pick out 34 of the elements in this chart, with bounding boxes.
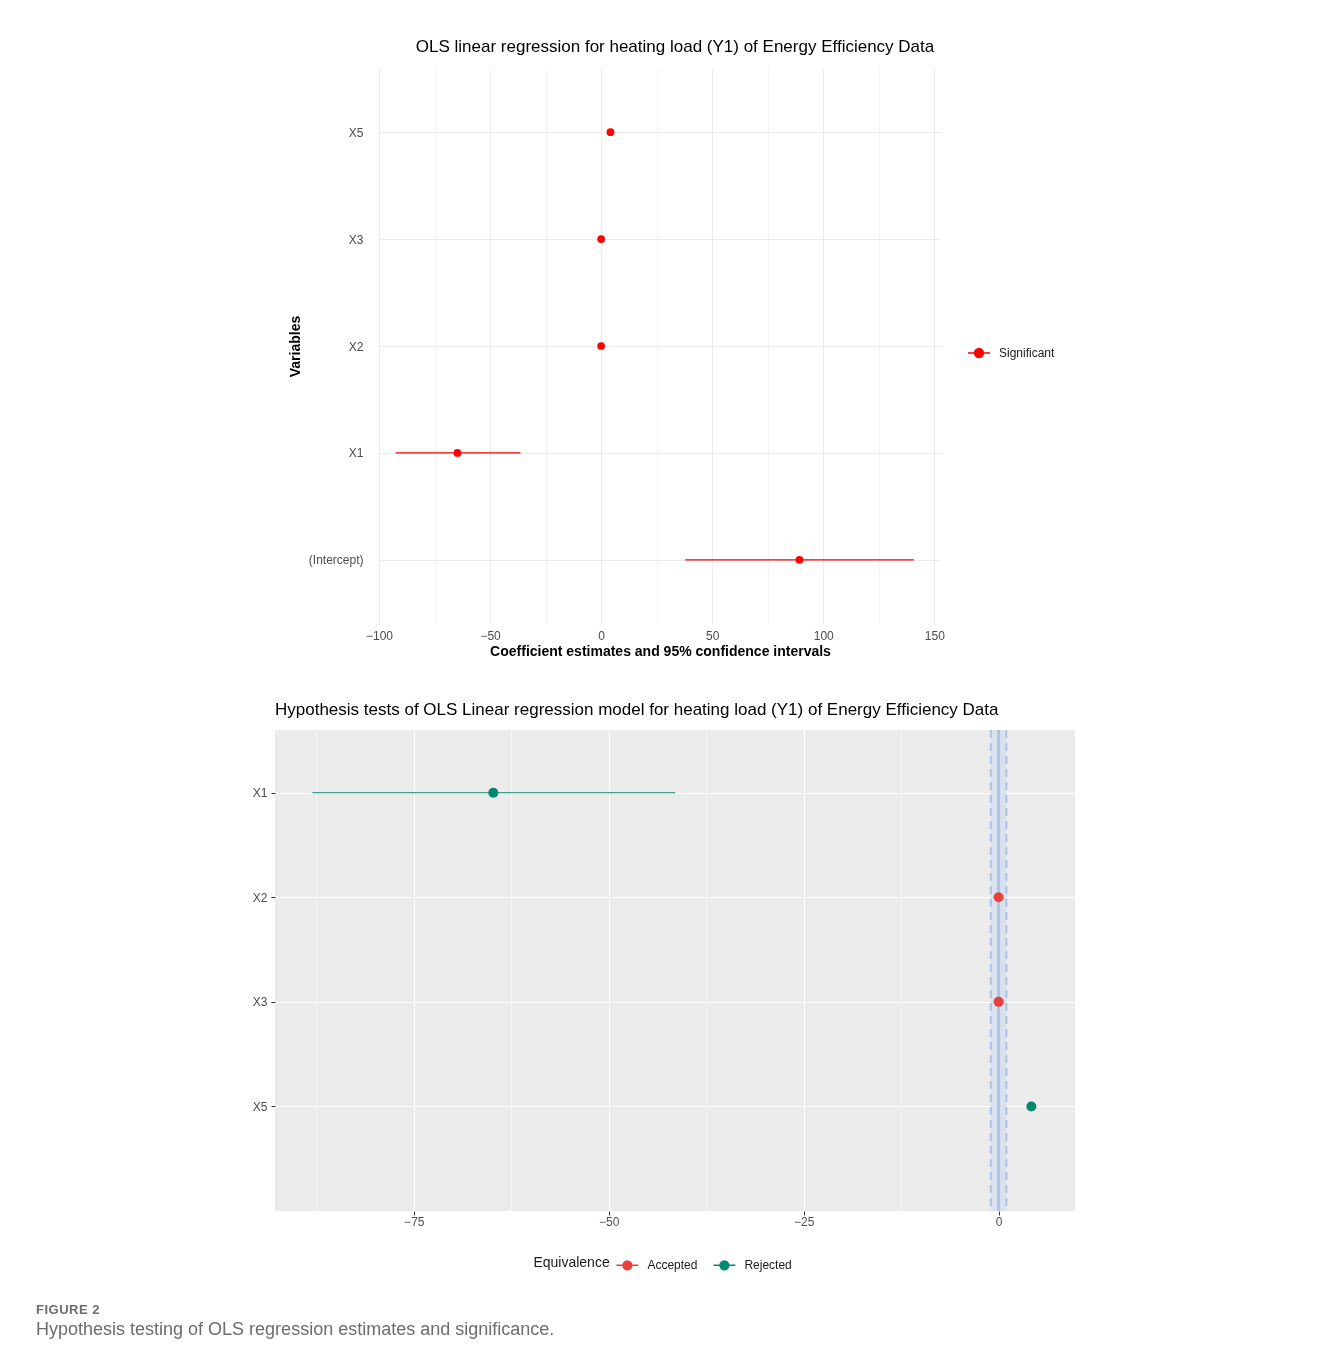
y-tick-label: X5 bbox=[252, 1099, 268, 1114]
y-tick-label: (Intercept) bbox=[308, 553, 364, 568]
y-tick-label: X2 bbox=[252, 890, 268, 905]
x-tick-label: −75 bbox=[404, 1214, 425, 1229]
legend-label: Significant bbox=[999, 346, 1056, 360]
x-tick-label: 50 bbox=[706, 628, 720, 643]
y-tick-label: X1 bbox=[348, 446, 364, 461]
x-tick-label: 150 bbox=[924, 628, 946, 643]
point bbox=[795, 555, 804, 564]
x-tick-label: −25 bbox=[793, 1214, 815, 1229]
caption: FIGURE 2 bbox=[36, 1302, 101, 1317]
y-axis-title: Variables bbox=[286, 315, 303, 378]
x-tick-label: 100 bbox=[813, 628, 835, 643]
chart-title: OLS linear regression for heating load (Y1) of Energy Efficiency Data bbox=[415, 37, 935, 56]
y-tick-label: X3 bbox=[252, 995, 268, 1010]
x-tick-label: −100 bbox=[365, 628, 394, 643]
y-tick-label: X1 bbox=[252, 786, 268, 801]
legend-label: Rejected bbox=[744, 1258, 792, 1273]
x-tick-label: 0 bbox=[995, 1214, 1003, 1229]
point bbox=[606, 128, 615, 137]
y-tick-label: X5 bbox=[348, 125, 364, 140]
legend-title: Equivalence bbox=[533, 1254, 610, 1270]
y-tick-label: X3 bbox=[348, 232, 364, 247]
point bbox=[453, 449, 462, 457]
x-tick-label: −50 bbox=[599, 1214, 620, 1229]
legend-label: Accepted bbox=[647, 1258, 698, 1273]
point bbox=[597, 235, 606, 243]
y-tick-label: X2 bbox=[348, 339, 364, 354]
x-axis-title: Coefficient estimates and 95% confidence intervals bbox=[490, 642, 832, 659]
text: Hypothesis testing of OLS regression estimates and significance. bbox=[36, 1319, 555, 1340]
x-tick-label: 0 bbox=[598, 628, 606, 643]
chart-title: Hypothesis tests of OLS Linear regression model for heating load (Y1) of Energy Efficiency Data bbox=[275, 699, 1000, 719]
x-tick-label: −50 bbox=[480, 628, 502, 643]
point bbox=[597, 342, 606, 350]
